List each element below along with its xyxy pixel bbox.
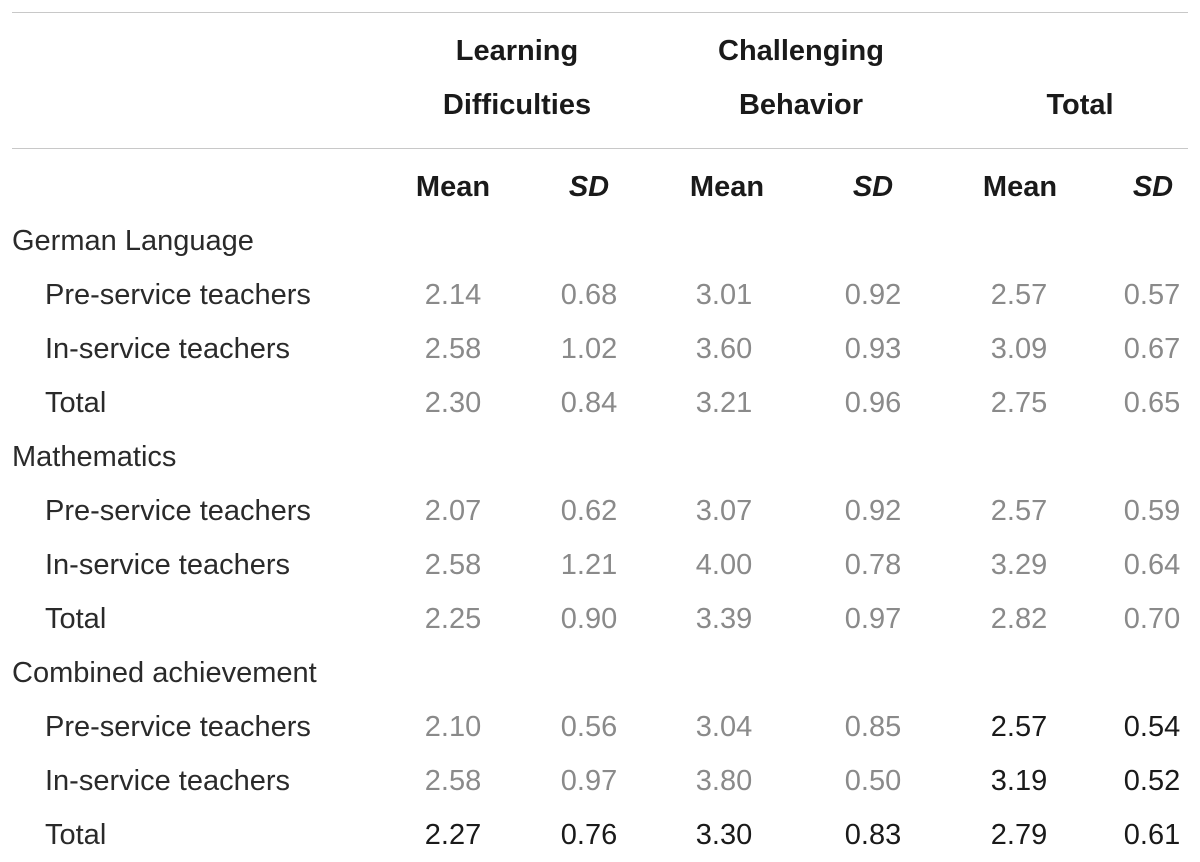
header-learning-difficulties-line2: Difficulties [442,89,592,121]
value-cb-sd: 0.92 [844,279,902,311]
value-total-sd: 0.65 [1123,387,1181,419]
value-ld-mean: 2.25 [424,603,482,635]
row-label: Total [45,387,107,419]
value-cb-sd: 0.50 [844,765,902,797]
value-cb-sd: 0.92 [844,495,902,527]
value-ld-sd: 1.21 [560,549,618,581]
value-cb-mean: 3.21 [695,387,753,419]
header-total: Total [1046,89,1114,121]
value-ld-mean: 2.58 [424,549,482,581]
value-ld-mean: 2.30 [424,387,482,419]
value-cb-mean: 3.04 [695,711,753,743]
value-total-mean: 2.57 [990,711,1048,743]
subheader-cb-sd: SD [852,171,894,203]
value-cb-mean: 3.07 [695,495,753,527]
value-cb-sd: 0.97 [844,603,902,635]
value-total-sd: 0.59 [1123,495,1181,527]
value-total-mean: 2.82 [990,603,1048,635]
value-total-sd: 0.57 [1123,279,1181,311]
row-label: In-service teachers [45,765,290,797]
row-label: In-service teachers [45,333,290,365]
value-total-mean: 2.75 [990,387,1048,419]
value-cb-mean: 3.01 [695,279,753,311]
header-learning-difficulties-line1: Learning [455,35,579,67]
header-challenging-behavior-line2: Behavior [738,89,864,121]
value-ld-mean: 2.14 [424,279,482,311]
value-ld-sd: 0.90 [560,603,618,635]
subheader-ld-sd: SD [568,171,610,203]
value-total-mean: 2.79 [990,819,1048,851]
value-cb-sd: 0.93 [844,333,902,365]
value-total-sd: 0.54 [1123,711,1181,743]
value-ld-mean: 2.07 [424,495,482,527]
value-total-sd: 0.64 [1123,549,1181,581]
subheader-cb-mean: Mean [689,171,765,203]
value-ld-sd: 0.56 [560,711,618,743]
value-total-sd: 0.61 [1123,819,1181,851]
row-label: Pre-service teachers [45,495,311,527]
value-ld-mean: 2.58 [424,765,482,797]
subheader-total-mean: Mean [982,171,1058,203]
value-ld-sd: 0.62 [560,495,618,527]
row-label: Total [45,603,107,635]
header-challenging-behavior-line1: Challenging [718,35,884,67]
table-top-rule [12,12,1188,13]
value-ld-sd: 0.97 [560,765,618,797]
group-label-combined: Combined achievement [12,657,317,689]
group-label-mathematics: Mathematics [12,441,177,473]
value-total-mean: 2.57 [990,495,1048,527]
row-label: Pre-service teachers [45,711,311,743]
value-cb-mean: 4.00 [695,549,753,581]
subheader-ld-mean: Mean [415,171,491,203]
value-ld-mean: 2.27 [424,819,482,851]
value-cb-sd: 0.78 [844,549,902,581]
header-rule [12,148,1188,149]
value-total-sd: 0.52 [1123,765,1181,797]
value-cb-sd: 0.85 [844,711,902,743]
group-label-german: German Language [12,225,254,257]
row-label: In-service teachers [45,549,290,581]
value-ld-mean: 2.58 [424,333,482,365]
row-label: Pre-service teachers [45,279,311,311]
value-ld-sd: 0.84 [560,387,618,419]
value-total-mean: 2.57 [990,279,1048,311]
value-cb-mean: 3.30 [695,819,753,851]
value-cb-mean: 3.80 [695,765,753,797]
row-label: Total [45,819,107,851]
value-ld-mean: 2.10 [424,711,482,743]
value-total-mean: 3.29 [990,549,1048,581]
value-cb-mean: 3.39 [695,603,753,635]
value-ld-sd: 1.02 [560,333,618,365]
value-cb-sd: 0.83 [844,819,902,851]
value-total-mean: 3.09 [990,333,1048,365]
value-cb-sd: 0.96 [844,387,902,419]
value-cb-mean: 3.60 [695,333,753,365]
subheader-total-sd: SD [1132,171,1174,203]
value-ld-sd: 0.76 [560,819,618,851]
value-total-sd: 0.70 [1123,603,1181,635]
value-total-mean: 3.19 [990,765,1048,797]
value-ld-sd: 0.68 [560,279,618,311]
value-total-sd: 0.67 [1123,333,1181,365]
